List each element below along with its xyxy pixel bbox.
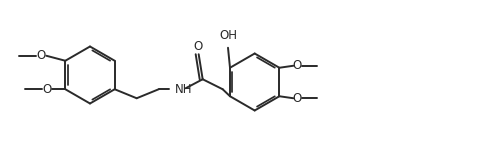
Text: O: O bbox=[43, 83, 52, 96]
Text: O: O bbox=[293, 92, 302, 105]
Text: O: O bbox=[37, 49, 46, 62]
Text: NH: NH bbox=[175, 83, 192, 96]
Text: O: O bbox=[193, 40, 202, 53]
Text: OH: OH bbox=[219, 29, 237, 42]
Text: O: O bbox=[293, 59, 302, 72]
